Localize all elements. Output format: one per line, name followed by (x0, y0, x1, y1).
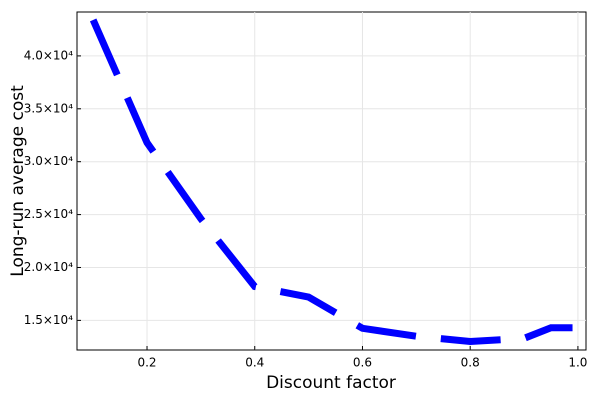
x-tick-label: 0.6 (353, 356, 372, 370)
y-tick-label: 2.0×10⁴ (24, 260, 73, 274)
x-tick-label: 0.2 (137, 356, 156, 370)
y-tick-label: 3.0×10⁴ (24, 154, 73, 168)
y-tick-label: 4.0×10⁴ (24, 48, 73, 62)
x-tick-label: 0.8 (461, 356, 480, 370)
y-tick-label: 3.5×10⁴ (24, 101, 73, 115)
plot-frame (76, 11, 587, 351)
x-tick-label: 0.4 (245, 356, 264, 370)
y-axis-label: Long-run average cost (8, 85, 28, 277)
y-tick-label: 1.5×10⁴ (24, 313, 73, 327)
x-tick-label: 1.0 (568, 356, 587, 370)
data-line (89, 18, 573, 346)
y-tick-label: 2.5×10⁴ (24, 207, 73, 221)
x-axis-label: Discount factor (266, 373, 396, 393)
